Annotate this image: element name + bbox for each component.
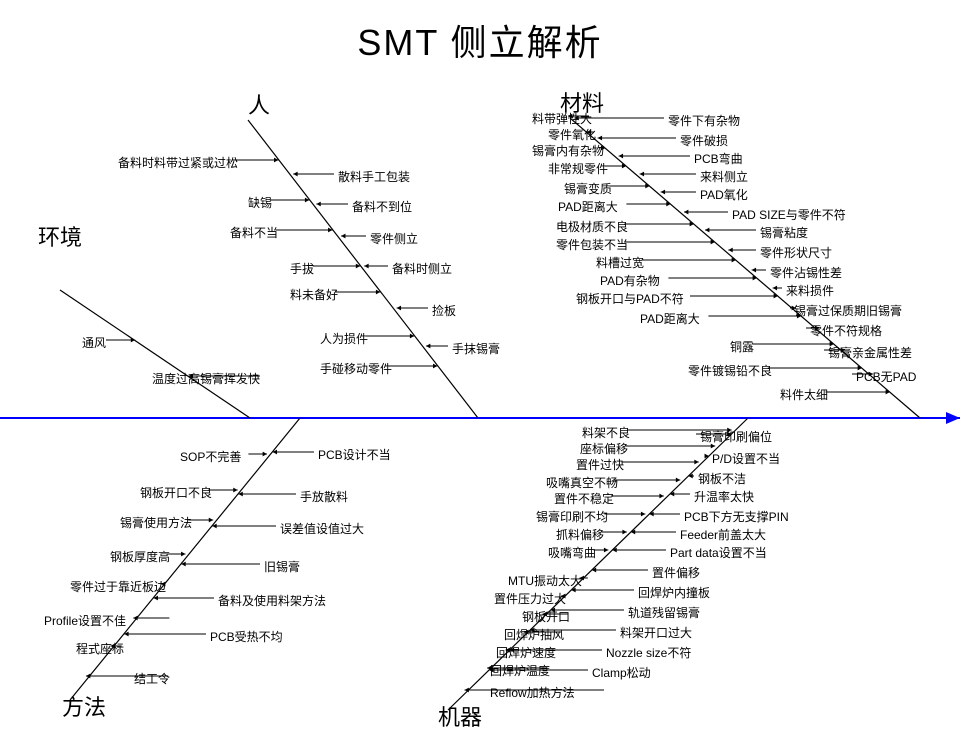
machine-item: 回焊炉温度 [490, 662, 550, 679]
method-item: 结工令 [134, 670, 170, 687]
material-item: 零件氧化 [548, 126, 596, 143]
machine-item: 料架开口过大 [620, 624, 692, 641]
method-item: 旧锡膏 [264, 558, 300, 575]
machine-item: 置件过快 [576, 456, 624, 473]
person-item: 散料手工包装 [338, 168, 410, 185]
category-machine: 机器 [438, 700, 482, 732]
machine-item: Part data设置不当 [670, 544, 767, 561]
machine-item: 回焊炉内撞板 [638, 584, 710, 601]
material-item: PCB弯曲 [694, 150, 743, 167]
material-item: PAD距离大 [640, 310, 700, 327]
material-item: 来料损件 [786, 282, 834, 299]
machine-item: 升温率太快 [694, 488, 754, 505]
material-item: 锡膏变质 [564, 180, 612, 197]
machine-item: 钢板不洁 [698, 470, 746, 487]
material-item: PAD距离大 [558, 198, 618, 215]
machine-item: 吸嘴真空不畅 [546, 474, 618, 491]
machine-item: 置件压力过大 [494, 590, 566, 607]
machine-item: P/D设置不当 [712, 450, 780, 467]
material-item: 零件镀锡铅不良 [688, 362, 772, 379]
fishbone-svg [0, 0, 960, 720]
material-item: 钢板开口与PAD不符 [576, 290, 684, 307]
machine-item: 置件偏移 [652, 564, 700, 581]
material-item: PCB无PAD [856, 368, 916, 385]
machine-item: Clamp松动 [592, 664, 651, 681]
machine-item: MTU振动太大 [508, 572, 582, 589]
machine-item: 座标偏移 [580, 440, 628, 457]
method-item: 钢板开口不良 [140, 484, 212, 501]
method-item: 手放散料 [300, 488, 348, 505]
machine-item: Reflow加热方法 [490, 684, 575, 701]
method-item: 钢板厚度高 [110, 548, 170, 565]
category-env: 环境 [38, 220, 82, 252]
material-item: 来料侧立 [700, 168, 748, 185]
person-item: 零件侧立 [370, 230, 418, 247]
person-item: 缺锡 [248, 194, 272, 211]
material-item: 铜露 [730, 338, 754, 355]
material-item: 锡膏亲金属性差 [828, 344, 912, 361]
material-item: 零件下有杂物 [668, 112, 740, 129]
material-item: 电极材质不良 [556, 218, 628, 235]
category-person: 人 [248, 88, 270, 120]
person-item: 备料不当 [230, 224, 278, 241]
person-item: 备料时侧立 [392, 260, 452, 277]
machine-item: Feeder前盖太大 [680, 526, 766, 543]
machine-item: 吸嘴弯曲 [548, 544, 596, 561]
category-method: 方法 [62, 690, 106, 722]
method-item: PCB受热不均 [210, 628, 283, 645]
method-item: SOP不完善 [180, 448, 241, 465]
method-item: 备料及使用料架方法 [218, 592, 326, 609]
material-item: 锡膏粘度 [760, 224, 808, 241]
machine-item: 置件不稳定 [554, 490, 614, 507]
material-item: 零件破损 [680, 132, 728, 149]
person-item: 捡板 [432, 302, 456, 319]
machine-item: 回焊炉抽风 [504, 626, 564, 643]
method-item: 零件过于靠近板边 [70, 578, 166, 595]
material-item: 料带弹性大 [532, 110, 592, 127]
material-item: 零件形状尺寸 [760, 244, 832, 261]
person-item: 备料不到位 [352, 198, 412, 215]
machine-item: 锡膏印刷偏位 [700, 428, 772, 445]
env-item: 通风 [82, 334, 106, 351]
method-item: 程式座标 [76, 640, 124, 657]
machine-item: PCB下方无支撑PIN [684, 508, 789, 525]
person-item: 手碰移动零件 [320, 360, 392, 377]
material-item: PAD氧化 [700, 186, 748, 203]
machine-item: Nozzle size不符 [606, 644, 691, 661]
method-item: PCB设计不当 [318, 446, 391, 463]
env-item: 温度过高锡膏挥发快 [152, 370, 260, 387]
material-item: 料件太细 [780, 386, 828, 403]
machine-item: 料架不良 [582, 424, 630, 441]
machine-item: 回焊炉速度 [496, 644, 556, 661]
machine-item: 锡膏印刷不均 [536, 508, 608, 525]
material-item: 非常规零件 [548, 160, 608, 177]
method-item: 锡膏使用方法 [120, 514, 192, 531]
material-item: 料槽过宽 [596, 254, 644, 271]
material-item: 零件不符规格 [810, 322, 882, 339]
method-item: 误差值设值过大 [280, 520, 364, 537]
material-item: 零件包装不当 [556, 236, 628, 253]
machine-item: 钢板开口 [522, 608, 570, 625]
machine-item: 抓料偏移 [556, 526, 604, 543]
person-item: 手拔 [290, 260, 314, 277]
person-item: 人为损件 [320, 330, 368, 347]
method-item: Profile设置不佳 [44, 612, 126, 629]
person-item: 料未备好 [290, 286, 338, 303]
machine-item: 轨道残留锡膏 [628, 604, 700, 621]
person-item: 备料时料带过紧或过松 [118, 154, 238, 171]
person-item: 手抹锡膏 [452, 340, 500, 357]
material-item: 锡膏过保质期旧锡膏 [794, 302, 902, 319]
material-item: 锡膏内有杂物 [532, 142, 604, 159]
material-item: PAD有杂物 [600, 272, 660, 289]
material-item: PAD SIZE与零件不符 [732, 206, 846, 223]
material-item: 零件沾锡性差 [770, 264, 842, 281]
